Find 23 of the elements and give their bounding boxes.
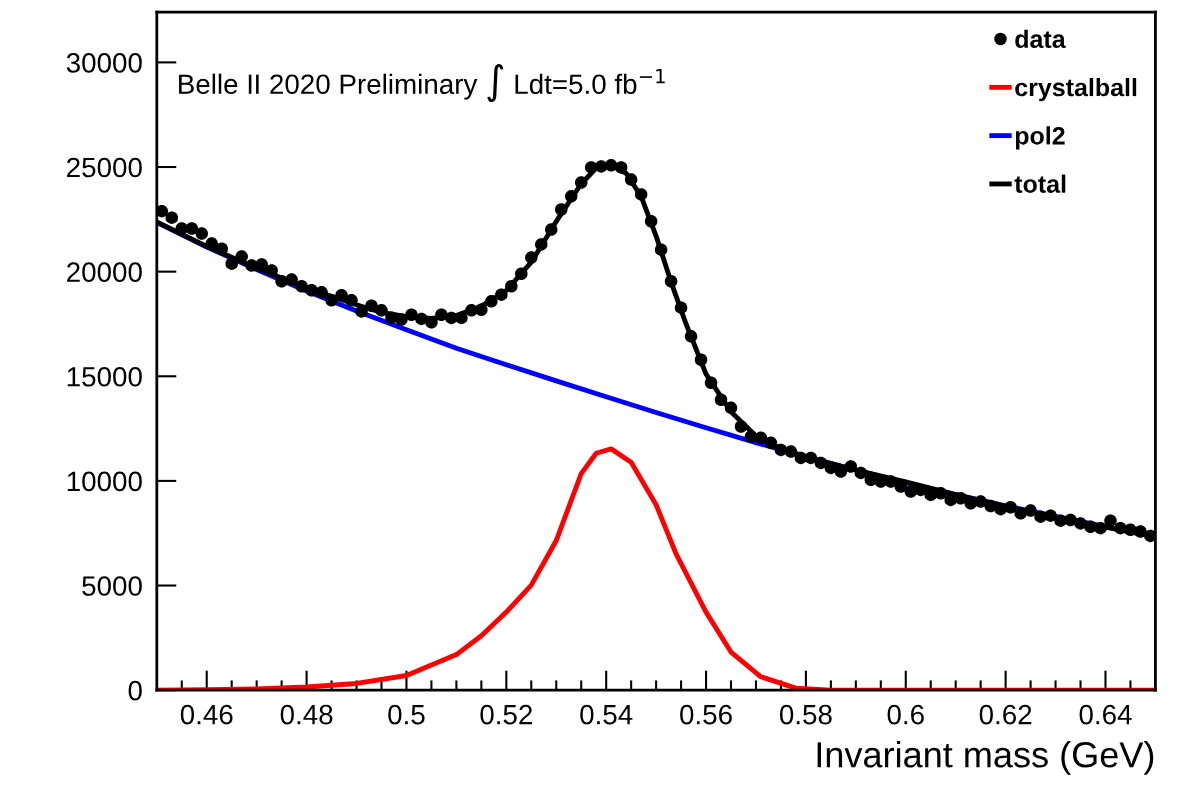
y-tick-label: 10000 xyxy=(67,471,142,492)
y-tick-label: 0 xyxy=(128,680,142,701)
x-tick-label: 0.62 xyxy=(979,704,1032,725)
y-tick-label: 5000 xyxy=(82,576,142,596)
x-tick-label: 0.5 xyxy=(388,704,425,725)
y-tick-label: 15000 xyxy=(67,366,142,387)
x-axis-title: Invariant mass (GeV) xyxy=(817,741,1154,775)
legend-label: pol2 xyxy=(1015,126,1065,150)
legend-label: data xyxy=(1015,29,1066,49)
y-tick-label: 30000 xyxy=(66,53,142,73)
y-tick-label: 25000 xyxy=(67,157,142,178)
x-tick-label: 0.6 xyxy=(887,704,924,725)
y-tick-label: 20000 xyxy=(67,262,142,282)
x-tick-label: 0.64 xyxy=(1079,704,1132,725)
legend-label: total xyxy=(1014,174,1066,193)
x-tick-label: 0.48 xyxy=(280,704,333,725)
annotation: Belle II 2020 Preliminary ∫ Ldt=5.0 fb$^{−1}$ xyxy=(179,64,665,103)
legend-label: crystalball xyxy=(1015,77,1137,102)
x-tick-label: 0.56 xyxy=(680,704,732,725)
x-tick-label: 0.58 xyxy=(779,704,832,725)
x-tick-label: 0.52 xyxy=(480,704,532,725)
x-tick-label: 0.46 xyxy=(180,704,233,725)
x-tick-label: 0.54 xyxy=(580,704,633,725)
